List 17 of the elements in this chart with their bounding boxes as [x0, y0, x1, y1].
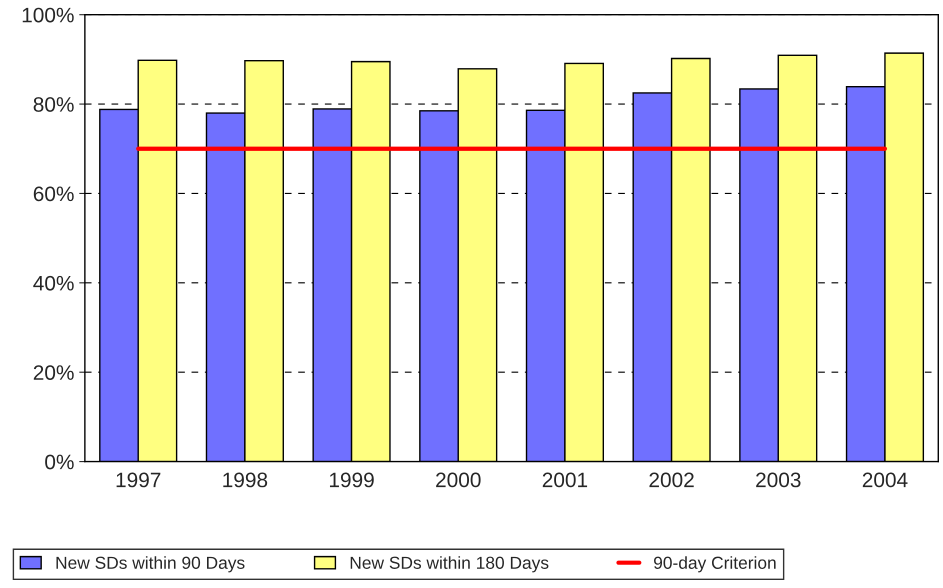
legend-label: New SDs within 90 Days [56, 556, 245, 572]
y-tick-label: 0% [45, 454, 74, 470]
legend-label: New SDs within 180 Days [350, 556, 548, 572]
y-tick-label: 100% [22, 8, 74, 22]
x-tick-label: 2002 [649, 472, 694, 488]
y-tick-label: 60% [34, 186, 74, 202]
legend-label: 90-day Criterion [654, 556, 776, 572]
x-tick-label: 2004 [862, 472, 908, 488]
x-tick-label: 2000 [436, 472, 481, 488]
x-tick-label: 1997 [116, 472, 160, 488]
x-tick-label: 2003 [756, 472, 801, 488]
y-tick-label: 40% [33, 276, 74, 291]
y-tick-label: 80% [34, 97, 74, 112]
x-tick-label: 2001 [542, 472, 588, 488]
x-tick-label: 1998 [223, 472, 268, 488]
x-tick-label: 1999 [330, 472, 374, 488]
y-tick-label: 20% [34, 365, 74, 380]
